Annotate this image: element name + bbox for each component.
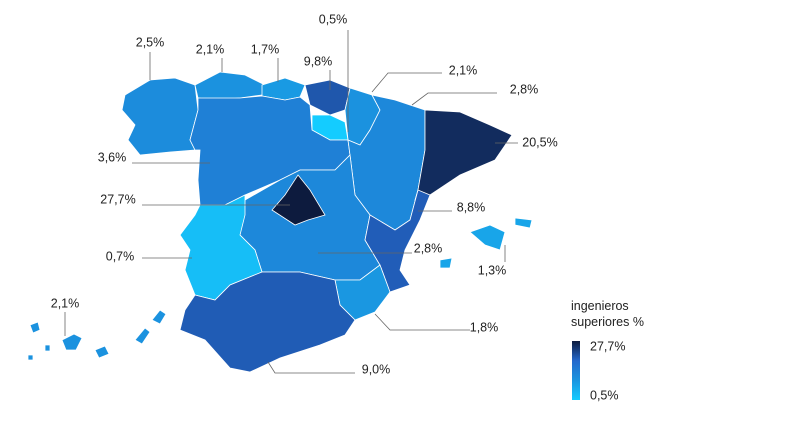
legend: 27,7% 0,5% (572, 339, 625, 402)
region-label: 1,3% (478, 263, 507, 277)
region (27, 309, 167, 361)
legend-title: ingenieros superiores % (571, 299, 644, 329)
region-label: 2,8% (510, 82, 539, 96)
region-label: 9,0% (362, 362, 391, 376)
region-label: 1,7% (251, 42, 280, 56)
legend-max: 27,7% (590, 339, 625, 353)
leader-line (374, 313, 470, 331)
region (261, 77, 306, 101)
region-label: 0,5% (319, 12, 348, 26)
region (271, 174, 326, 226)
leader-line (267, 361, 355, 374)
region (179, 271, 356, 373)
region-label: 2,1% (196, 42, 225, 56)
regions (27, 71, 533, 373)
labels: 2,5% 2,1% 1,7% 9,8% 0,5% 2,1% 2,8% 20,5%… (51, 12, 558, 376)
region (304, 79, 351, 116)
region (439, 217, 533, 269)
region-label: 1,8% (470, 320, 499, 334)
region-label: 2,8% (414, 241, 443, 255)
region-label: 3,6% (98, 150, 127, 164)
legend-bar (572, 341, 580, 400)
region (414, 109, 513, 201)
region-label: 2,5% (136, 35, 165, 49)
region-label: 27,7% (100, 192, 135, 206)
region-label: 9,8% (304, 54, 333, 68)
region-label: 2,1% (51, 296, 80, 310)
legend-min: 0,5% (590, 388, 619, 402)
region (194, 71, 266, 101)
region-label: 8,8% (457, 200, 486, 214)
leader-line (371, 72, 442, 93)
region (364, 189, 431, 293)
leaders (64, 30, 518, 374)
region (121, 77, 199, 156)
region-label: 0,7% (106, 249, 135, 263)
region-label: 20,5% (522, 135, 557, 149)
leader-line (411, 92, 497, 106)
region-label: 2,1% (449, 63, 478, 77)
